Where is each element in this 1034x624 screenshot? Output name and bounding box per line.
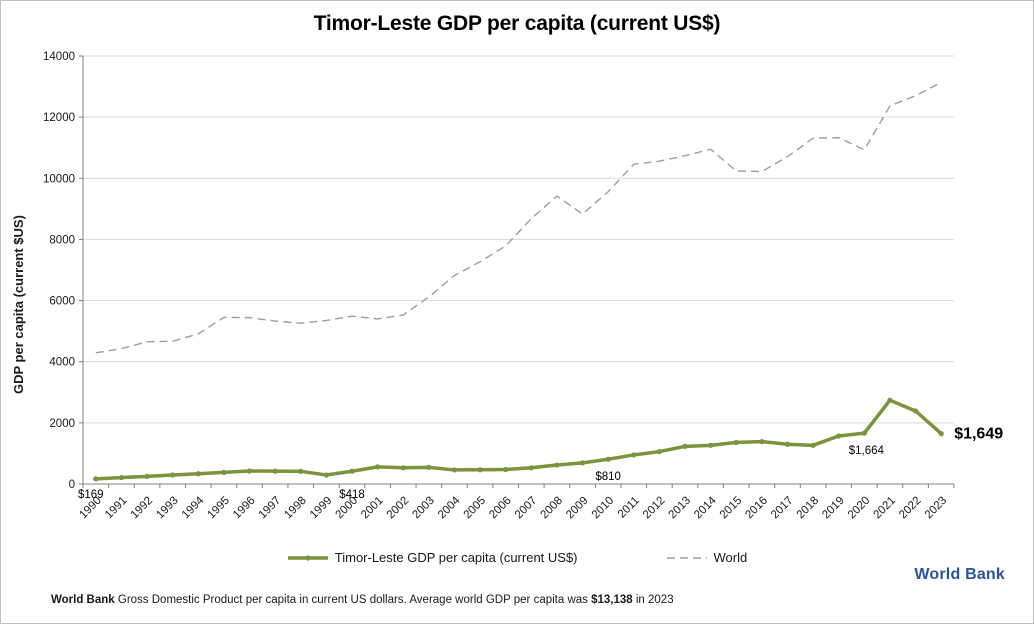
data-point-marker — [503, 466, 509, 473]
legend: Timor-Leste GDP per capita (current US$)… — [1, 550, 1033, 565]
x-tick-label: 1999 — [308, 495, 335, 522]
x-tick-label: 1998 — [282, 495, 309, 522]
x-tick-label: 1996 — [231, 495, 258, 522]
data-point-marker — [349, 468, 355, 474]
data-point-marker — [836, 433, 842, 439]
x-tick-label: 2021 — [871, 495, 898, 522]
x-tick-label: 2018 — [795, 495, 822, 522]
x-tick-label: 2016 — [743, 495, 770, 522]
data-point-marker — [93, 476, 99, 482]
footnote: World Bank Gross Domestic Product per ca… — [51, 594, 674, 606]
x-tick-label: 2011 — [616, 495, 642, 521]
value-annotation: $169 — [78, 489, 104, 501]
y-tick-label: 6000 — [49, 296, 75, 308]
data-point-marker — [298, 468, 304, 474]
x-tick-label: 2013 — [667, 495, 694, 522]
x-tick-label: 2009 — [564, 495, 591, 522]
data-point-marker — [170, 472, 176, 478]
data-point-marker — [246, 468, 253, 474]
y-tick-label: 12000 — [43, 112, 75, 124]
data-point-marker — [861, 430, 867, 436]
data-point-marker — [528, 465, 534, 471]
x-tick-label: 1993 — [154, 495, 181, 522]
x-tick-label: 2007 — [513, 495, 540, 522]
legend-item-timor-leste: Timor-Leste GDP per capita (current US$) — [287, 550, 578, 565]
y-tick-label: 0 — [69, 479, 75, 491]
x-tick-label: 2022 — [897, 495, 924, 522]
x-tick-label: 2008 — [538, 495, 565, 522]
value-annotation: $810 — [595, 471, 621, 483]
data-point-marker — [195, 471, 201, 477]
x-tick-label: 1994 — [180, 494, 207, 521]
data-point-marker — [733, 439, 739, 446]
data-point-marker — [554, 462, 560, 468]
data-point-marker — [144, 473, 150, 479]
x-tick-label: 2010 — [590, 495, 617, 522]
x-tick-label: 2006 — [487, 495, 514, 522]
x-tick-label: 2005 — [462, 495, 489, 522]
x-tick-label: 2002 — [385, 495, 412, 522]
value-annotation: $418 — [339, 489, 365, 501]
x-tick-label: 2014 — [692, 494, 719, 521]
x-tick-label: 2017 — [769, 495, 796, 522]
data-point-marker — [912, 408, 919, 414]
x-tick-label: 2015 — [718, 495, 745, 522]
x-tick-label: 1992 — [129, 495, 156, 522]
data-point-marker — [579, 460, 586, 466]
data-point-marker — [605, 456, 611, 462]
y-tick-label: 10000 — [43, 173, 75, 185]
data-point-marker — [477, 467, 483, 473]
x-tick-label: 1997 — [257, 495, 284, 522]
data-point-marker — [426, 464, 432, 470]
world-bank-logo: World Bank — [914, 566, 1005, 583]
data-point-marker — [810, 442, 816, 448]
y-tick-label: 8000 — [49, 234, 75, 246]
x-tick-label: 2003 — [410, 495, 437, 522]
data-point-marker — [323, 472, 329, 478]
value-annotation: $1,649 — [954, 426, 1003, 443]
data-point-marker — [656, 448, 662, 455]
y-tick-label: 2000 — [49, 418, 75, 430]
y-tick-label: 4000 — [49, 357, 75, 369]
data-point-marker — [784, 441, 791, 447]
world-line-sample-icon — [666, 556, 707, 559]
x-tick-label: 2004 — [436, 494, 463, 521]
data-point-marker — [221, 469, 227, 475]
data-point-marker — [375, 464, 381, 470]
x-tick-label: 2019 — [820, 495, 847, 522]
data-point-marker — [631, 452, 637, 458]
y-tick-label: 14000 — [43, 51, 75, 63]
timor-leste-series-line — [95, 398, 943, 481]
data-point-marker — [118, 474, 125, 481]
x-tick-label: 1995 — [205, 495, 232, 522]
timor-leste-line-sample-icon — [287, 554, 328, 561]
x-tick-label: 2020 — [846, 495, 873, 522]
x-tick-label: 2023 — [923, 495, 950, 522]
data-point-marker — [759, 439, 765, 445]
legend-item-world: World — [666, 550, 748, 565]
legend-label-world: World — [713, 550, 748, 565]
data-point-marker — [682, 443, 688, 449]
data-point-marker — [451, 467, 458, 473]
data-point-marker — [708, 442, 714, 448]
legend-label-timor-leste: Timor-Leste GDP per capita (current US$) — [334, 550, 578, 565]
x-tick-label: 2012 — [641, 495, 668, 522]
value-annotation: $1,664 — [849, 445, 885, 457]
data-point-marker — [887, 397, 893, 403]
world-series-line — [95, 81, 942, 354]
chart-title: Timor-Leste GDP per capita (current US$) — [313, 12, 721, 35]
data-point-marker — [938, 430, 944, 437]
data-point-marker — [400, 465, 406, 471]
x-tick-label: 1991 — [103, 495, 130, 522]
data-point-marker — [272, 468, 278, 474]
